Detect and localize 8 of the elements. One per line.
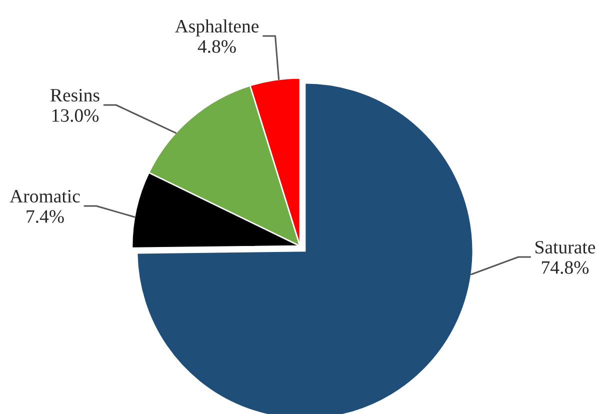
data-label: 13.0%	[52, 109, 99, 122]
slice-label: Saturate	[536, 240, 596, 254]
slice-label: Aromatic	[10, 190, 80, 203]
slice-label: Asphaltene	[175, 19, 259, 36]
slice-label: Resins	[50, 88, 100, 102]
data-label: 74.8%	[542, 261, 589, 274]
data-label: 4.8%	[198, 40, 236, 53]
data-label: 7.4%	[26, 210, 64, 223]
